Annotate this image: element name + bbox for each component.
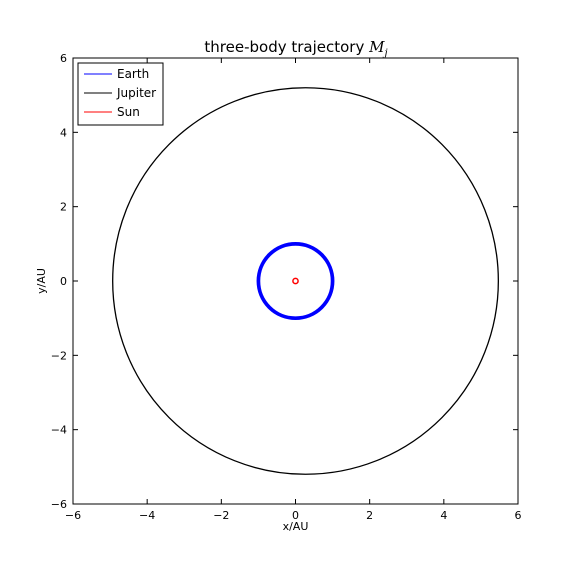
y-tick-label: −4 [51,424,67,437]
x-tick-label: −2 [213,509,229,522]
x-tick-label: 4 [440,509,447,522]
ticks-layer: −6 −4 −2 0 2 4 6 −6 −4 −2 0 2 4 6 [51,52,522,522]
y-tick-label: −2 [51,349,67,362]
plot-area: −6 −4 −2 0 2 4 6 −6 −4 −2 0 2 4 6 [51,52,522,522]
legend-box [77,62,164,126]
legend-label-jupiter: Jupiter [116,86,156,100]
y-tick-label: 2 [60,201,67,214]
series-earth-trajectory [256,241,335,321]
series-sun-trajectory [292,277,299,285]
y-tick-label: 4 [60,126,67,139]
legend-label-sun: Sun [117,105,140,119]
y-tick-label: 6 [60,52,67,65]
y-tick-label: −6 [51,498,67,511]
chart-title: three-body trajectory Mj [204,38,387,59]
legend: Earth Jupiter Sun [77,62,164,126]
legend-label-earth: Earth [117,67,149,81]
y-axis-label: y/AU [35,268,48,294]
plot-background [73,58,518,504]
x-axis-label: x/AU [283,520,309,533]
y-tick-label: 0 [60,275,67,288]
series-layer [112,87,499,475]
x-tick-label: 2 [366,509,373,522]
series-jupiter-trajectory [112,87,499,475]
x-tick-label: 0 [292,509,299,522]
chart-title-text: three-body trajectory [204,38,369,56]
x-tick-label: −4 [139,509,155,522]
x-tick-label: 6 [515,509,522,522]
chart-title-math: M [368,38,385,56]
x-tick-label: −6 [65,509,81,522]
chart-title-math-subscript: j [382,48,387,59]
